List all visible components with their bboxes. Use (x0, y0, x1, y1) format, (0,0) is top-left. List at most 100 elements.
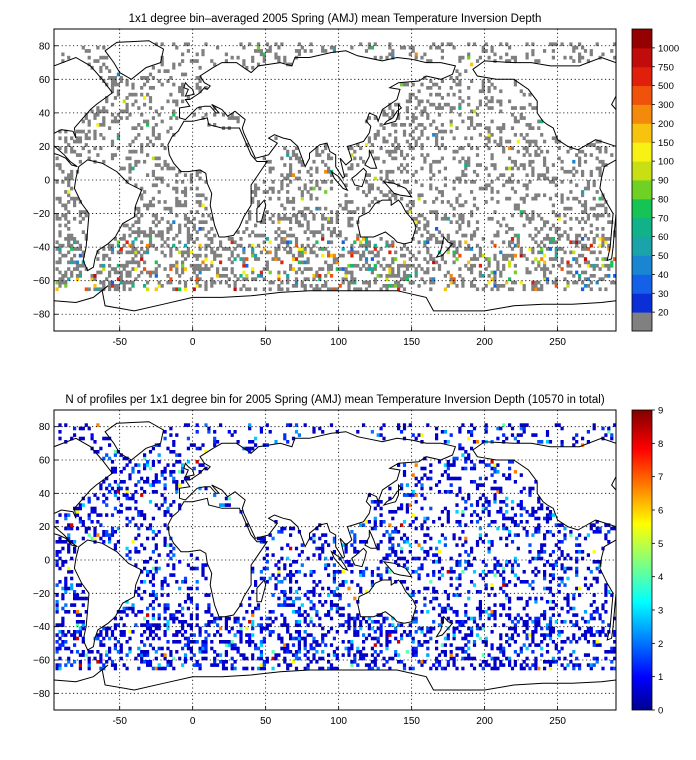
data-cell (312, 606, 316, 611)
data-cell (283, 596, 287, 601)
data-cell (455, 230, 459, 234)
data-cell (204, 640, 208, 644)
data-cell (545, 623, 550, 627)
data-cell (426, 533, 430, 537)
data-cell (78, 663, 82, 667)
colorbar-swatch (632, 161, 652, 181)
data-cell (341, 640, 345, 644)
data-cell (566, 600, 570, 604)
data-cell (481, 623, 485, 627)
data-cell (245, 263, 249, 268)
data-cell (359, 540, 363, 544)
data-cell (367, 280, 371, 285)
data-cell (545, 626, 550, 631)
data-cell (324, 643, 328, 647)
data-cell (207, 243, 211, 248)
data-cell (499, 143, 503, 147)
data-cell (67, 176, 71, 181)
data-cell (329, 603, 334, 607)
data-cell (105, 660, 109, 664)
data-cell (67, 180, 71, 184)
data-cell (309, 616, 313, 621)
data-cell (432, 159, 436, 164)
data-cell (198, 646, 202, 651)
data-cell (452, 180, 456, 184)
data-cell (508, 196, 512, 201)
data-cell (359, 523, 363, 527)
data-cell (543, 543, 547, 547)
data-cell (551, 163, 555, 167)
data-cell (350, 616, 354, 621)
data-cell (125, 263, 129, 268)
data-cell (394, 123, 398, 127)
data-cell (548, 510, 553, 514)
data-cell (376, 653, 380, 657)
data-cell (475, 59, 480, 63)
data-cell (405, 650, 409, 654)
colorbar-label: 80 (658, 194, 669, 205)
data-cell (151, 530, 155, 534)
data-cell (131, 126, 135, 130)
data-cell (610, 220, 614, 224)
data-cell (575, 566, 579, 571)
data-cell (338, 253, 342, 258)
data-cell (125, 96, 129, 100)
data-cell (151, 243, 155, 248)
data-cell (221, 663, 226, 667)
data-cell (592, 656, 596, 661)
data-cell (216, 630, 220, 634)
data-cell (335, 666, 339, 671)
data-cell (73, 237, 77, 241)
data-cell (254, 186, 258, 191)
data-cell (540, 653, 544, 657)
data-cell (157, 230, 161, 234)
data-cell (303, 646, 307, 651)
data-cell (259, 666, 263, 671)
data-cell (157, 220, 161, 224)
data-cell (195, 173, 199, 177)
data-cell (429, 536, 433, 541)
data-cell (420, 143, 424, 147)
data-cell (341, 277, 345, 281)
data-cell (470, 119, 474, 124)
data-cell (99, 640, 103, 644)
data-cell (140, 126, 144, 130)
data-cell (440, 523, 444, 527)
data-cell (175, 267, 179, 271)
data-cell (134, 250, 138, 255)
data-cell (420, 630, 424, 634)
data-cell (531, 640, 535, 644)
data-cell (166, 280, 170, 285)
data-cell (148, 556, 153, 561)
data-cell (493, 243, 497, 248)
data-cell (274, 136, 278, 141)
data-cell (385, 243, 389, 248)
data-cell (554, 603, 558, 607)
data-cell (58, 200, 62, 204)
data-cell (525, 52, 529, 57)
data-cell (426, 237, 430, 241)
data-cell (119, 79, 123, 83)
data-cell (414, 610, 418, 614)
data-cell (283, 247, 287, 251)
data-cell (201, 646, 205, 651)
data-cell (140, 640, 144, 644)
data-cell (341, 206, 345, 211)
data-cell (540, 646, 544, 651)
data-cell (543, 613, 547, 617)
data-cell (283, 623, 287, 627)
data-cell (271, 620, 275, 624)
data-cell (64, 237, 68, 241)
data-cell (154, 176, 158, 181)
data-cell (312, 586, 316, 591)
data-cell (297, 220, 301, 224)
data-cell (116, 623, 120, 627)
data-cell (110, 513, 115, 517)
data-cell (254, 233, 258, 238)
data-cell (195, 59, 199, 63)
data-cell (84, 143, 88, 147)
data-cell (93, 287, 97, 292)
data-cell (353, 277, 357, 281)
data-cell (362, 616, 366, 621)
data-cell (452, 633, 456, 637)
